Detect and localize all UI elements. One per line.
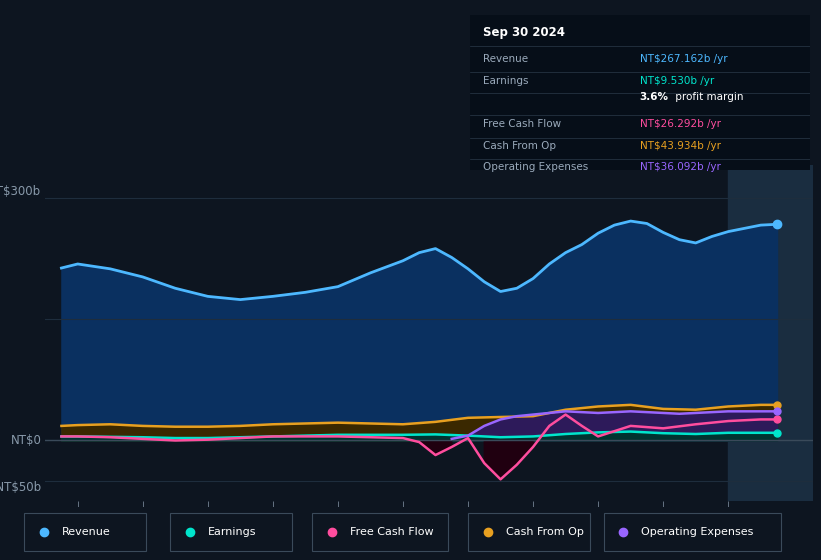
Text: NT$0: NT$0: [11, 434, 41, 447]
Text: NT$36.092b /yr: NT$36.092b /yr: [640, 162, 721, 172]
Text: Cash From Op: Cash From Op: [506, 527, 584, 537]
Text: NT$43.934b /yr: NT$43.934b /yr: [640, 141, 721, 151]
Text: Cash From Op: Cash From Op: [484, 141, 556, 151]
Text: NT$26.292b /yr: NT$26.292b /yr: [640, 119, 721, 129]
Text: Revenue: Revenue: [484, 54, 529, 64]
Text: Sep 30 2024: Sep 30 2024: [484, 26, 565, 39]
Text: Operating Expenses: Operating Expenses: [484, 162, 589, 172]
Text: 3.6%: 3.6%: [640, 92, 668, 102]
Text: Revenue: Revenue: [62, 527, 111, 537]
Text: Earnings: Earnings: [484, 76, 529, 86]
Text: -NT$50b: -NT$50b: [0, 481, 41, 494]
Text: Free Cash Flow: Free Cash Flow: [484, 119, 562, 129]
Text: NT$9.530b /yr: NT$9.530b /yr: [640, 76, 713, 86]
Text: Free Cash Flow: Free Cash Flow: [350, 527, 433, 537]
Text: Operating Expenses: Operating Expenses: [641, 527, 754, 537]
Bar: [728, 165, 821, 501]
Text: Earnings: Earnings: [208, 527, 256, 537]
Text: profit margin: profit margin: [672, 92, 743, 102]
Text: NT$300b: NT$300b: [0, 185, 41, 198]
Text: NT$267.162b /yr: NT$267.162b /yr: [640, 54, 727, 64]
